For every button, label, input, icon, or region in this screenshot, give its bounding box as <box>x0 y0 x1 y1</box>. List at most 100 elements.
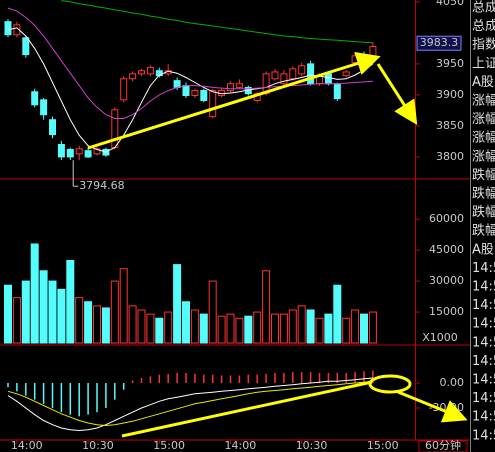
candle-body <box>146 67 154 75</box>
candle-body <box>191 90 199 97</box>
candle-body <box>324 73 332 85</box>
candle-body <box>342 71 350 77</box>
volume-bar <box>351 309 360 344</box>
volume-bar <box>253 311 262 344</box>
side-row: 跌幅 <box>472 167 495 183</box>
candle-body <box>49 119 56 136</box>
candle-body <box>40 99 48 116</box>
candle-body <box>93 148 101 155</box>
y-tick-label: 30000 <box>429 274 464 287</box>
candle-body <box>138 70 145 75</box>
candle-body <box>298 65 306 75</box>
side-row: A股 <box>472 75 494 90</box>
y-tick-label: 3850 <box>436 119 464 132</box>
volume-bar <box>360 313 368 344</box>
indicator-line <box>7 7 373 119</box>
y-tick-label: 3800 <box>436 150 464 163</box>
candle-body <box>66 148 74 158</box>
side-row: 上证 <box>472 56 495 71</box>
side-row: 涨幅 <box>472 94 495 109</box>
side-panel: 总成总成指数上证A股涨幅涨幅涨幅涨幅跌幅跌幅跌幅跌幅A股14:514:514:5… <box>472 1 495 444</box>
volume-bar <box>48 280 57 344</box>
volume-bar <box>155 317 164 344</box>
trend-arrow <box>87 51 381 150</box>
volume-bar <box>315 317 324 344</box>
x-tick-label: 14:00 <box>225 439 257 452</box>
price-panel <box>4 0 377 161</box>
unit-label: X1000 <box>422 331 458 344</box>
volume-bar <box>128 305 137 344</box>
y-tick-label: 3900 <box>436 88 464 101</box>
volume-bar <box>182 301 190 344</box>
side-row: 14:5 <box>472 410 495 425</box>
volume-bar <box>110 280 119 344</box>
frame <box>0 0 471 452</box>
side-row: 14:5 <box>472 280 495 295</box>
trend-arrow <box>397 390 468 423</box>
x-tick-label: 15:00 <box>153 439 185 452</box>
candle-body <box>4 21 12 36</box>
side-row: 14:5 <box>472 335 495 350</box>
volume-bar <box>199 313 208 344</box>
side-row: 14:5 <box>472 428 495 443</box>
indicator-line <box>7 380 373 427</box>
side-row: 总成 <box>472 1 495 16</box>
volume-bar <box>4 284 12 344</box>
volume-bar <box>306 309 315 344</box>
candle-body <box>173 80 181 88</box>
y-tick-label: 15000 <box>429 305 464 318</box>
x-tick-label: 14:00 <box>11 439 43 452</box>
y-tick-label: 0.00 <box>440 376 465 389</box>
period-label: 60分钟 <box>425 438 461 452</box>
candle-body <box>182 85 190 97</box>
volume-bar <box>324 313 333 344</box>
x-tick-label: 10:30 <box>82 439 114 452</box>
side-row: 跌幅 <box>472 186 495 202</box>
candle-body <box>280 73 288 85</box>
side-row: 14:5 <box>472 354 495 369</box>
y-tick-label: 4050 <box>436 0 464 8</box>
indicator-line <box>7 377 373 432</box>
side-row: 跌幅 <box>472 204 495 220</box>
candle-body <box>111 109 119 149</box>
side-row: 涨幅 <box>472 149 495 164</box>
volume-bar <box>173 264 182 344</box>
volume-bar <box>333 284 342 344</box>
volume-bar <box>30 243 39 344</box>
period-box <box>418 440 468 452</box>
volume-bar <box>342 317 351 344</box>
side-row: A股 <box>472 242 494 257</box>
candle-body <box>75 148 83 155</box>
candle-body <box>120 78 128 101</box>
volume-bar <box>235 317 244 344</box>
candle-body <box>31 91 39 106</box>
volume-bar <box>66 259 75 344</box>
volume-bar <box>244 315 253 344</box>
trend-line <box>121 380 373 438</box>
volume-bar <box>368 311 377 344</box>
candle-body <box>289 68 297 80</box>
price-tag: 3983.3 <box>420 36 459 49</box>
highlight-ellipse <box>368 374 412 394</box>
side-row: 14:5 <box>472 261 495 276</box>
y-tick-label: 3950 <box>436 57 464 70</box>
side-row: 总成 <box>472 19 495 34</box>
side-row: 涨幅 <box>472 112 495 127</box>
volume-bar <box>21 280 30 344</box>
volume-bar <box>217 315 226 344</box>
y-tick-label: 45000 <box>429 243 464 256</box>
volume-bar <box>101 307 110 344</box>
candle-body <box>13 24 21 36</box>
volume-bar <box>12 297 21 344</box>
volume-bar <box>84 301 93 344</box>
volume-bar <box>190 309 199 344</box>
side-row: 跌幅 <box>472 223 495 239</box>
volume-bar <box>164 311 173 344</box>
volume-bar <box>297 305 306 344</box>
side-row: 指数 <box>472 38 495 53</box>
side-row: 14:5 <box>472 391 495 406</box>
candle-body <box>351 55 359 64</box>
volume-bar <box>119 268 128 344</box>
side-row: 14:5 <box>472 317 495 332</box>
price-tag-box <box>416 35 462 51</box>
